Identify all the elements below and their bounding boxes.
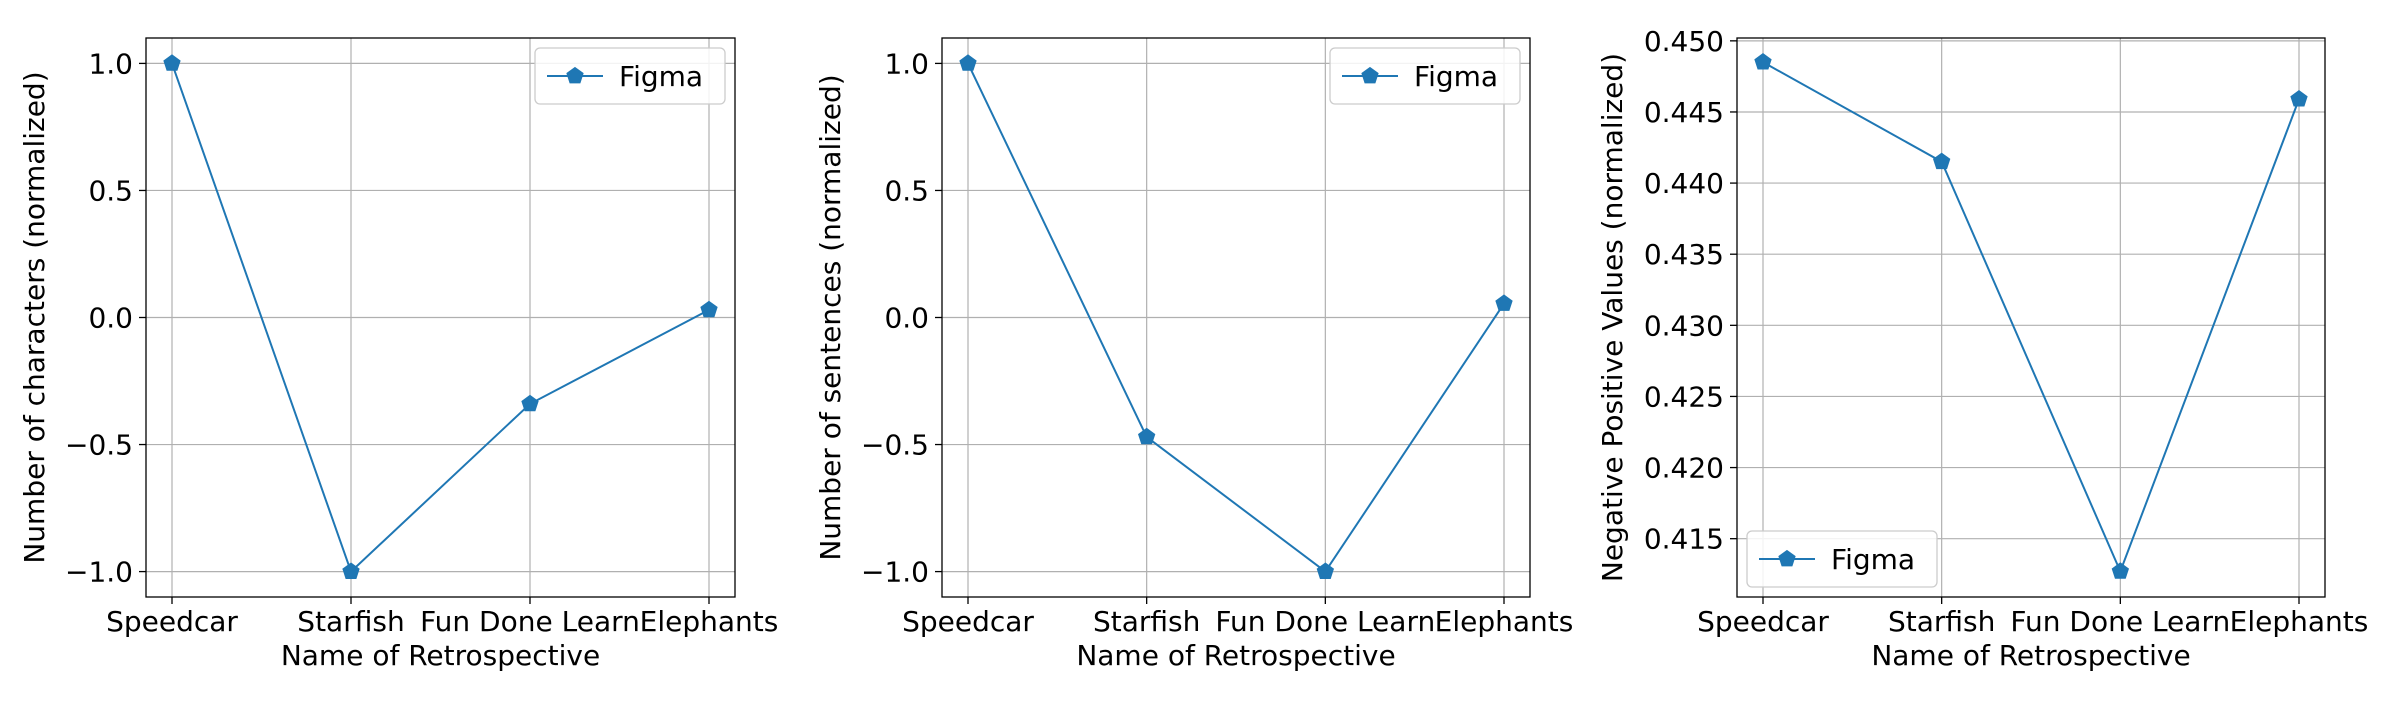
y-tick-label: 0.425 — [1644, 380, 1724, 413]
data-point-marker — [959, 54, 977, 71]
y-axis-label: Number of characters (normalized) — [18, 71, 51, 563]
chart-panel-2: 1.0 0.5 0.0 −0.5 −1.0 Speedcar Starfish Fun Don… — [814, 37, 1574, 672]
chart-panel-3: 0.450 0.445 0.440 0.435 0.430 0.425 0.420 0.415… — [1596, 25, 2368, 672]
x-tick-label: Fun Done Learn — [1215, 605, 1435, 638]
y-tick-label: 0.415 — [1644, 523, 1724, 556]
legend-frame — [1329, 47, 1521, 105]
data-point-marker — [1137, 427, 1156, 445]
legend-label: Figma — [1414, 60, 1498, 93]
y-tick-label: 0.450 — [1644, 25, 1724, 58]
y-axis-label: Negative Positive Values (normalized) — [1596, 53, 1629, 582]
y-tick-label: 0.440 — [1644, 167, 1724, 200]
data-point-marker — [2111, 562, 2130, 579]
chart-panel-1: 1.0 0.5 0.0 −0.5 −1.0 Speedcar Starfish Fun Don… — [18, 37, 779, 672]
series-line — [171, 63, 710, 574]
y-tick-label: 0.0 — [88, 302, 133, 335]
y-tick-label: −1.0 — [65, 556, 133, 589]
y-tick-label: 1.0 — [884, 47, 929, 80]
data-point-marker — [1316, 562, 1335, 579]
x-tick-label: Elephants — [2230, 605, 2369, 638]
legend: Figma — [534, 47, 726, 105]
legend-label: Figma — [1831, 543, 1915, 576]
legend-marker-icon — [1361, 66, 1379, 84]
x-tick-label: Elephants — [640, 605, 779, 638]
x-tick-label: Elephants — [1435, 605, 1574, 638]
data-point-marker — [1495, 294, 1513, 311]
x-axis-label: Name of Retrospective — [281, 639, 600, 672]
legend: Figma — [1329, 47, 1521, 105]
legend-marker-icon — [566, 66, 584, 84]
legend-frame — [534, 47, 726, 105]
data-point-marker — [700, 300, 718, 318]
y-tick-label: 0.5 — [88, 174, 133, 207]
axes-frame — [1736, 37, 2326, 598]
x-tick-label: Speedcar — [1697, 605, 1829, 638]
y-tick-label: 0.445 — [1644, 96, 1724, 129]
data-point-marker — [1932, 152, 1951, 170]
x-tick-label: Fun Done Learn — [2010, 605, 2230, 638]
y-axis-label: Number of sentences (normalized) — [814, 74, 847, 560]
x-axis-label: Name of Retrospective — [1076, 639, 1395, 672]
y-tick-label: −0.5 — [861, 429, 929, 462]
data-point-marker — [1754, 53, 1772, 70]
x-tick-label: Starfish — [297, 605, 404, 638]
legend-frame — [1746, 530, 1938, 588]
y-tick-label: −0.5 — [65, 429, 133, 462]
y-tick-label: −1.0 — [861, 556, 929, 589]
series-line — [967, 62, 1505, 574]
y-tick-label: 0.430 — [1644, 309, 1724, 342]
data-point-marker — [342, 562, 360, 579]
data-point-marker — [163, 54, 181, 71]
legend: Figma — [1746, 530, 1938, 588]
y-tick-label: 0.435 — [1644, 238, 1724, 271]
legend-label: Figma — [619, 60, 703, 93]
series-line — [1762, 61, 2300, 575]
y-tick-label: 1.0 — [88, 47, 133, 80]
data-point-marker — [521, 394, 539, 412]
y-tick-label: 0.0 — [884, 302, 929, 335]
x-tick-label: Speedcar — [902, 605, 1034, 638]
x-tick-label: Starfish — [1888, 605, 1995, 638]
y-tick-label: 0.420 — [1644, 452, 1724, 485]
x-axis-label: Name of Retrospective — [1871, 639, 2190, 672]
legend-marker-icon — [1778, 549, 1796, 567]
data-point-marker — [2290, 90, 2308, 107]
x-tick-label: Starfish — [1093, 605, 1200, 638]
y-tick-label: 0.5 — [884, 174, 929, 207]
x-tick-label: Fun Done Learn — [420, 605, 640, 638]
x-tick-label: Speedcar — [106, 605, 238, 638]
